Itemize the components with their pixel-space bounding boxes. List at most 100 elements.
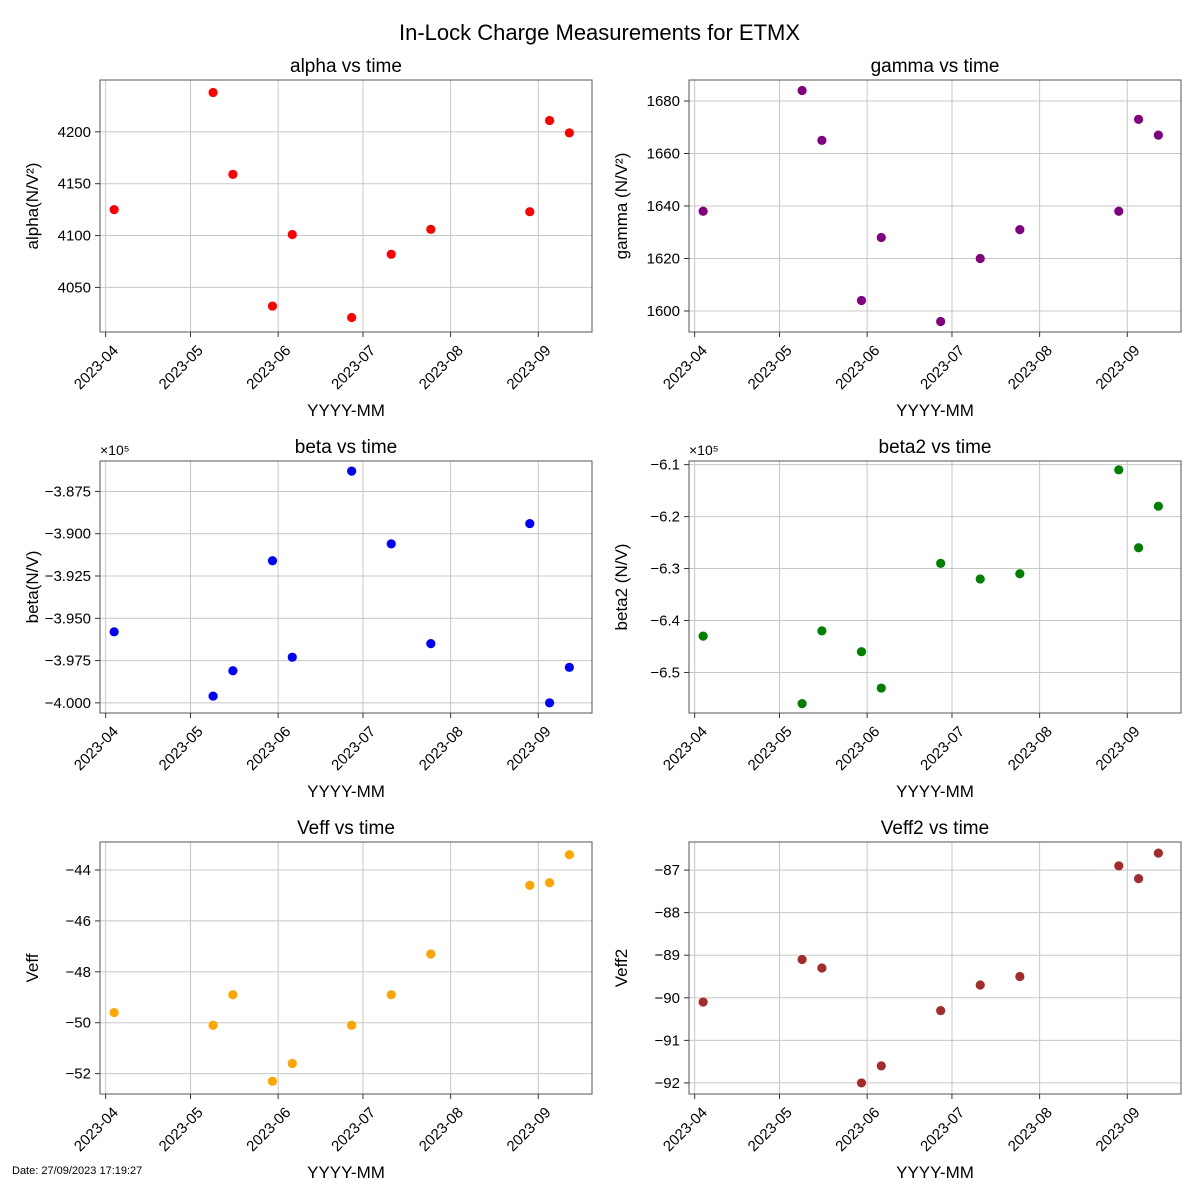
y-tick-label: −88 <box>655 905 680 922</box>
data-point <box>876 1061 886 1071</box>
data-point <box>856 647 867 657</box>
y-tick-label: −50 <box>66 1015 91 1032</box>
y-tick-label: −48 <box>66 964 91 981</box>
data-point <box>876 683 886 693</box>
plot-area-frame <box>99 841 593 1095</box>
y-axis-label: gamma (N/V²) <box>612 153 631 260</box>
subplot-title: beta vs time <box>295 437 397 458</box>
data-point <box>975 574 985 584</box>
y-tick-label: −52 <box>66 1066 91 1083</box>
y-tick-label: 1680 <box>647 93 680 110</box>
y-axis-label: beta2 (N/V) <box>612 544 631 631</box>
data-point <box>817 963 827 973</box>
data-point <box>287 229 297 240</box>
y-tick-label: 1620 <box>647 251 680 268</box>
data-point <box>267 556 278 566</box>
data-point <box>698 631 708 641</box>
data-point <box>347 312 357 323</box>
x-axis-label: YYYY-MM <box>896 782 974 801</box>
y-tick-label: −44 <box>66 862 91 879</box>
y-axis-label: Veff <box>23 953 42 982</box>
y-tick-label: −3.875 <box>45 483 91 500</box>
subplot-title: Veff vs time <box>297 818 395 839</box>
data-point <box>856 1078 867 1088</box>
data-point <box>1015 971 1025 982</box>
data-point <box>1153 848 1163 858</box>
data-point <box>1133 874 1144 884</box>
data-point <box>525 880 535 890</box>
figure-title: In-Lock Charge Measurements for ETMX <box>399 20 800 45</box>
y-tick-label: −6.2 <box>650 509 680 526</box>
data-point <box>426 639 436 649</box>
data-point <box>856 295 867 306</box>
data-point <box>228 990 238 1000</box>
y-tick-label: −3.900 <box>45 526 91 543</box>
data-point <box>564 128 574 138</box>
y-tick-label: −3.975 <box>45 653 91 670</box>
data-point <box>109 627 119 637</box>
data-point <box>1153 130 1163 140</box>
data-point <box>544 698 555 708</box>
subplot-title: beta2 vs time <box>879 437 992 458</box>
data-point <box>208 87 218 98</box>
y-tick-label: −4.000 <box>45 695 91 712</box>
data-point <box>525 518 535 529</box>
y-tick-label: −87 <box>655 862 680 879</box>
subplot-title: alpha vs time <box>290 56 402 77</box>
y-tick-label: −6.3 <box>650 561 680 578</box>
x-axis-label: YYYY-MM <box>896 401 974 420</box>
data-point <box>936 558 946 568</box>
data-point <box>1114 206 1124 216</box>
data-point <box>287 1058 297 1069</box>
data-point <box>1015 569 1025 579</box>
y-tick-label: 4100 <box>58 228 91 245</box>
plot-area-frame <box>688 460 1182 714</box>
data-point <box>876 232 886 243</box>
y-axis-label: alpha(N/V²) <box>23 163 42 250</box>
data-point <box>1133 543 1144 553</box>
data-point <box>426 949 436 959</box>
y-tick-label: −3.950 <box>45 610 91 627</box>
data-point <box>698 206 708 216</box>
data-point <box>544 115 555 126</box>
data-point <box>347 466 357 476</box>
x-axis-label: YYYY-MM <box>307 401 385 420</box>
data-point <box>109 1007 119 1018</box>
data-point <box>208 1020 218 1030</box>
y-tick-label: −92 <box>655 1075 680 1092</box>
y-tick-label: −6.4 <box>650 613 680 630</box>
data-point <box>1153 501 1163 511</box>
y-tick-label: 1660 <box>647 146 680 163</box>
y-offset-label: ×10⁵ <box>100 442 130 458</box>
data-point <box>698 997 708 1007</box>
data-point <box>525 207 535 217</box>
y-tick-label: −90 <box>655 990 680 1007</box>
plot-area-frame <box>99 460 593 714</box>
data-point <box>564 850 574 860</box>
data-point <box>817 135 827 145</box>
subplot-title: Veff2 vs time <box>881 818 989 839</box>
x-axis-label: YYYY-MM <box>896 1163 974 1182</box>
x-axis-label: YYYY-MM <box>307 782 385 801</box>
y-tick-label: −3.925 <box>45 568 91 585</box>
y-tick-label: 1640 <box>647 198 680 215</box>
data-point <box>426 224 436 234</box>
subplot-title: gamma vs time <box>871 56 1000 77</box>
data-point <box>267 1076 278 1086</box>
y-axis-label: beta(N/V) <box>23 551 42 624</box>
y-tick-label: −6.1 <box>650 457 680 474</box>
data-point <box>797 954 807 965</box>
data-point <box>975 253 985 264</box>
data-point <box>228 169 238 179</box>
data-point <box>386 249 396 259</box>
data-point <box>564 662 574 672</box>
y-tick-label: 4150 <box>58 176 91 193</box>
y-axis-label: Veff2 <box>612 949 631 987</box>
data-point <box>267 301 278 311</box>
data-point <box>1114 861 1124 871</box>
y-tick-label: −6.5 <box>650 664 680 681</box>
data-point <box>936 1005 946 1016</box>
y-tick-label: 4050 <box>58 279 91 296</box>
data-point <box>386 539 396 549</box>
